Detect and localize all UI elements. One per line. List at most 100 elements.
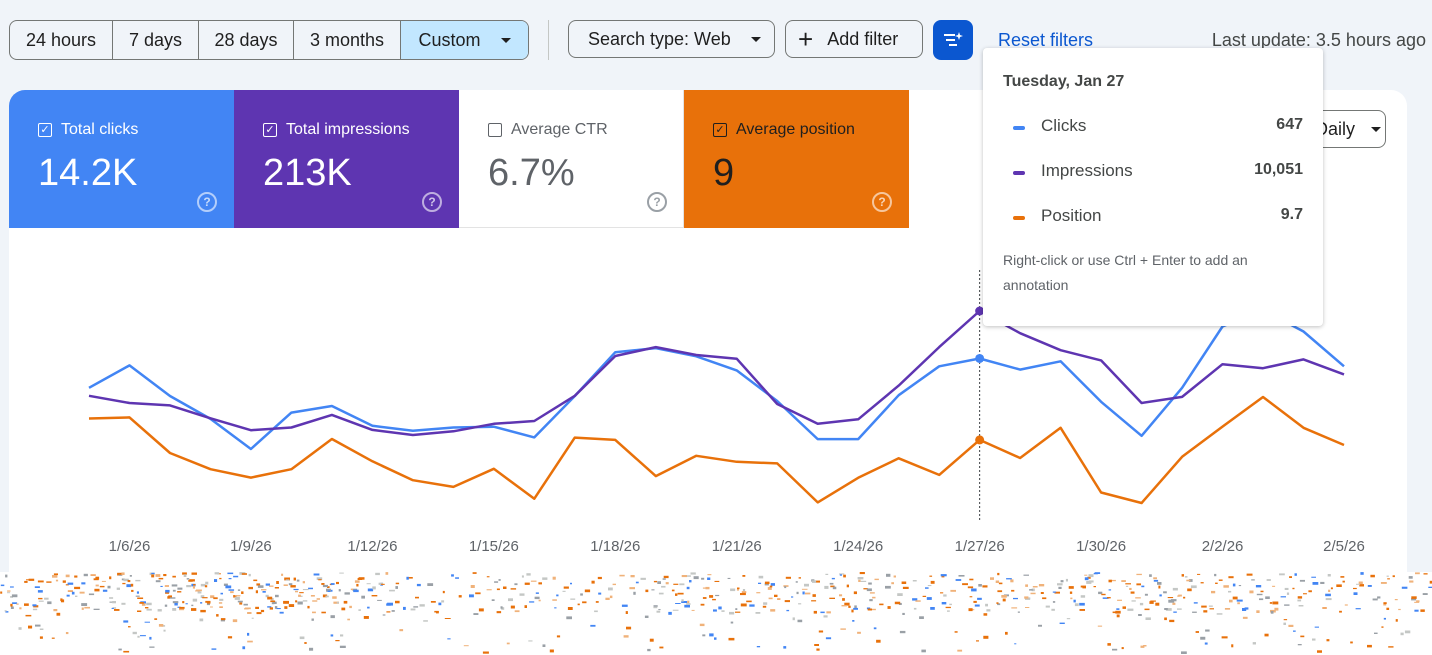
artifact-speck bbox=[871, 608, 876, 611]
checkbox-unchecked-icon[interactable] bbox=[488, 123, 502, 137]
artifact-speck bbox=[814, 644, 819, 646]
artifact-speck bbox=[707, 574, 712, 576]
metric-total-clicks[interactable]: ✓ Total clicks 14.2K ? bbox=[9, 90, 234, 228]
help-icon[interactable]: ? bbox=[647, 192, 667, 212]
add-filter-button[interactable]: + Add filter bbox=[785, 20, 923, 58]
artifact-speck bbox=[986, 609, 991, 612]
range-custom-button[interactable]: Custom bbox=[401, 21, 528, 59]
artifact-speck bbox=[325, 595, 329, 598]
artifact-speck bbox=[1086, 581, 1092, 584]
artifact-speck bbox=[155, 580, 161, 583]
artifact-speck bbox=[95, 576, 100, 580]
help-icon[interactable]: ? bbox=[872, 192, 892, 212]
artifact-speck bbox=[797, 619, 803, 623]
artifact-speck bbox=[1214, 573, 1217, 577]
metric-average-position[interactable]: ✓ Average position 9 ? bbox=[684, 90, 909, 228]
artifact-speck bbox=[978, 584, 982, 587]
artifact-speck bbox=[866, 607, 871, 610]
help-icon[interactable]: ? bbox=[197, 192, 217, 212]
range-3-months-button[interactable]: 3 months bbox=[294, 21, 401, 59]
artifact-speck bbox=[167, 596, 170, 599]
series-color-swatch bbox=[1013, 171, 1025, 175]
artifact-speck bbox=[777, 598, 781, 600]
artifact-speck bbox=[391, 610, 395, 612]
artifact-speck bbox=[112, 601, 116, 604]
artifact-speck bbox=[1130, 591, 1135, 594]
artifact-speck bbox=[802, 591, 805, 595]
artifact-speck bbox=[897, 593, 903, 596]
range-7-days-button[interactable]: 7 days bbox=[113, 21, 199, 59]
artifact-speck bbox=[1163, 591, 1167, 594]
artifact-speck bbox=[1408, 576, 1413, 579]
artifact-speck bbox=[95, 584, 99, 587]
artifact-speck bbox=[32, 608, 38, 611]
artifact-speck bbox=[1153, 579, 1159, 582]
artifact-speck bbox=[210, 606, 213, 608]
checkbox-checked-icon[interactable]: ✓ bbox=[713, 123, 727, 137]
artifact-speck bbox=[1242, 616, 1248, 619]
artifact-speck bbox=[597, 576, 602, 580]
artifact-speck bbox=[158, 624, 164, 627]
reset-filters-link[interactable]: Reset filters bbox=[998, 30, 1094, 50]
artifact-speck bbox=[1246, 573, 1253, 576]
artifact-speck bbox=[1238, 585, 1242, 587]
metric-total-impressions[interactable]: ✓ Total impressions 213K ? bbox=[234, 90, 459, 228]
artifact-speck bbox=[395, 582, 400, 585]
artifact-speck bbox=[926, 597, 932, 600]
artifact-speck bbox=[151, 574, 155, 578]
artifact-speck bbox=[913, 607, 917, 610]
artifact-speck bbox=[10, 603, 13, 607]
artifact-speck bbox=[713, 609, 717, 612]
artifact-speck bbox=[1383, 603, 1387, 606]
artifact-speck bbox=[7, 592, 11, 594]
artifact-speck bbox=[1006, 578, 1012, 580]
artifact-speck bbox=[758, 582, 762, 584]
artifact-speck bbox=[10, 606, 14, 609]
performance-chart[interactable]: 1/6/26 1/9/26 1/12/26 1/15/26 1/18/26 1/21/26… bbox=[9, 90, 1407, 590]
range-28-days-button[interactable]: 28 days bbox=[199, 21, 294, 59]
range-24-hours-button[interactable]: 24 hours bbox=[10, 21, 113, 59]
checkbox-checked-icon[interactable]: ✓ bbox=[38, 123, 52, 137]
granularity-dropdown[interactable]: Daily bbox=[1276, 110, 1386, 148]
artifact-speck bbox=[326, 588, 331, 592]
artifact-speck bbox=[1184, 576, 1188, 578]
help-icon[interactable]: ? bbox=[422, 192, 442, 212]
artifact-speck bbox=[10, 596, 13, 598]
artifact-speck bbox=[423, 620, 428, 622]
artifact-speck bbox=[969, 596, 973, 598]
artifact-speck bbox=[102, 589, 108, 592]
artifact-speck bbox=[109, 576, 112, 580]
artifact-speck bbox=[56, 612, 61, 616]
metric-average-ctr[interactable]: Average CTR 6.7% ? bbox=[459, 90, 684, 228]
artifact-speck bbox=[228, 589, 235, 591]
artifact-speck bbox=[316, 598, 320, 600]
artifact-speck bbox=[1411, 596, 1417, 599]
artifact-speck bbox=[275, 594, 279, 598]
artifact-speck bbox=[1143, 645, 1147, 647]
artifact-speck bbox=[356, 583, 359, 587]
date-range-selector: 24 hours 7 days 28 days 3 months Custom bbox=[9, 20, 529, 60]
artifact-speck bbox=[818, 630, 824, 633]
artifact-speck bbox=[1215, 582, 1218, 584]
tooltip-series-value: 647 bbox=[1276, 116, 1303, 133]
artifact-speck bbox=[227, 572, 234, 575]
artifact-speck bbox=[1244, 607, 1249, 610]
artifact-speck bbox=[248, 586, 253, 590]
artifact-speck bbox=[299, 592, 304, 594]
filter-options-button[interactable] bbox=[933, 20, 973, 60]
artifact-speck bbox=[99, 585, 105, 588]
artifact-speck bbox=[1079, 602, 1085, 606]
checkbox-checked-icon[interactable]: ✓ bbox=[263, 123, 277, 137]
artifact-speck bbox=[1298, 605, 1304, 607]
artifact-speck bbox=[18, 627, 22, 630]
artifact-speck bbox=[1251, 579, 1255, 581]
search-type-dropdown[interactable]: Search type: Web bbox=[568, 20, 775, 58]
artifact-speck bbox=[962, 583, 968, 586]
artifact-speck bbox=[375, 572, 380, 576]
artifact-speck bbox=[1404, 630, 1411, 634]
artifact-speck bbox=[1232, 596, 1238, 600]
artifact-speck bbox=[955, 579, 962, 581]
artifact-speck bbox=[1125, 585, 1129, 587]
artifact-speck bbox=[869, 592, 875, 594]
artifact-speck bbox=[66, 594, 70, 597]
